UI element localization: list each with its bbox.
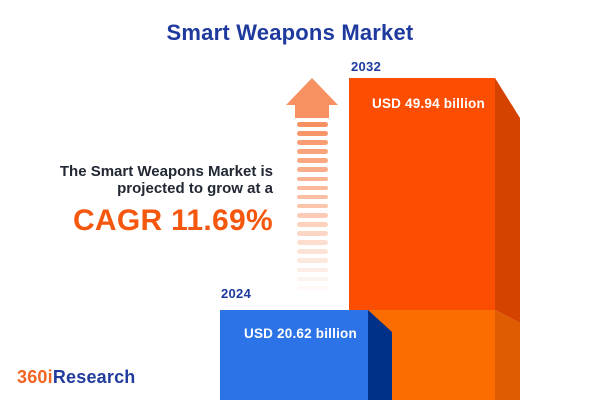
bar-2024-year-label: 2024 [221, 286, 252, 301]
arrow-stripe [297, 231, 328, 236]
annotation-line-2: projected to grow at a [117, 180, 273, 197]
arrow-stripe [297, 258, 328, 263]
arrow-stripe [297, 212, 328, 218]
growth-arrow-head-icon [286, 78, 338, 118]
arrow-stripe [297, 203, 328, 209]
annotation-block: The Smart Weapons Market is projected to… [20, 163, 273, 238]
arrow-stripe [297, 158, 328, 163]
bar-2032-face-upper [349, 78, 495, 310]
bar-2032-side-upper [495, 78, 520, 323]
logo-part-research: Research [52, 367, 136, 387]
annotation-line-1: The Smart Weapons Market is [59, 163, 273, 180]
cagr-value: CAGR 11.69% [72, 204, 273, 237]
arrow-stripe [297, 222, 328, 227]
arrow-stripe [297, 140, 328, 145]
arrow-stripe [297, 285, 328, 291]
arrow-stripes [297, 122, 328, 298]
logo-part-360i: 360i [17, 367, 53, 387]
arrow-stripe [297, 249, 328, 254]
arrow-stripe [297, 167, 328, 173]
arrow-stripe [297, 122, 328, 127]
bar-2032-side-lower [495, 310, 520, 400]
arrow-stripe [297, 149, 328, 154]
arrow-stripe [297, 185, 328, 191]
arrow-stripe [297, 131, 328, 136]
logo-360iresearch: 360iResearch [17, 367, 136, 388]
page-title: Smart Weapons Market [166, 20, 414, 45]
arrow-stripe [297, 276, 328, 282]
bar-2024-value-label: USD 20.62 billion [244, 326, 357, 341]
arrow-stripe [297, 240, 328, 245]
arrow-stripe [297, 267, 328, 273]
arrow-stripe [297, 194, 328, 200]
bar-2032-year-label: 2032 [351, 59, 382, 74]
arrow-stripe [297, 176, 328, 182]
bar-2032-value-label: USD 49.94 billion [372, 96, 485, 111]
bar-2024-face [220, 310, 368, 400]
